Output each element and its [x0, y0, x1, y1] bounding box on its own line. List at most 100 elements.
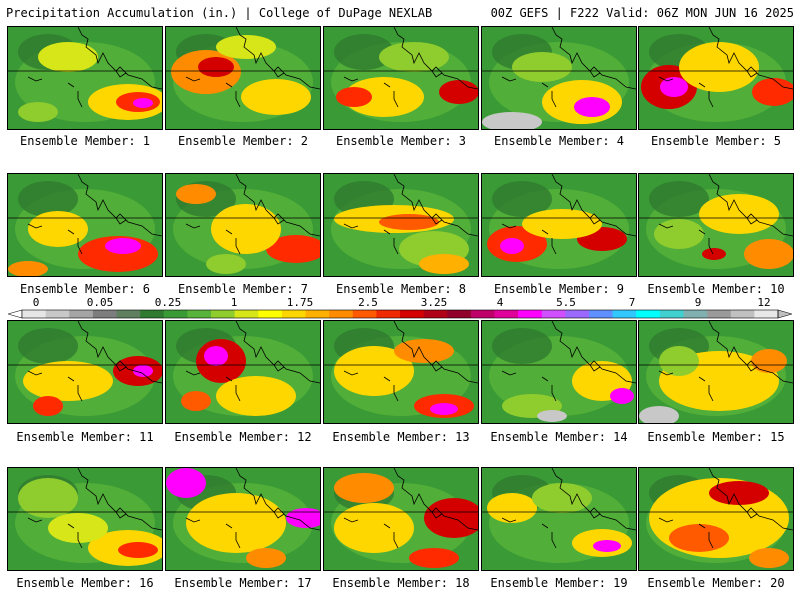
colorbar-swatch: [69, 310, 94, 318]
member-caption: Ensemble Member: 18: [332, 576, 470, 590]
colorbar-swatch: [447, 310, 472, 318]
coastline: [185, 27, 320, 108]
colorbar-swatch: [376, 310, 401, 318]
colorbar-tick-label: 5.5: [556, 296, 576, 309]
colorbar-swatch: [329, 310, 354, 318]
colorbar-tick-label: 0: [32, 296, 40, 309]
member-caption: Ensemble Member: 12: [174, 430, 312, 444]
ensemble-panel-18: [323, 467, 479, 571]
member-caption: Ensemble Member: 7: [177, 282, 309, 296]
ensemble-panel-6: [7, 173, 163, 277]
colorbar-tick-label: 0.25: [154, 296, 182, 309]
ensemble-panel-14: [481, 320, 637, 424]
colorbar-swatch: [163, 310, 188, 318]
ensemble-panel-11: [7, 320, 163, 424]
coastline: [343, 27, 478, 108]
coastline: [343, 468, 478, 549]
ensemble-panel-7: [165, 173, 321, 277]
member-caption: Ensemble Member: 4: [493, 134, 625, 148]
ensemble-panel-13: [323, 320, 479, 424]
ensemble-panel-19: [481, 467, 637, 571]
precip-field: [8, 468, 162, 570]
precip-field: [639, 321, 793, 423]
precip-field: [639, 27, 793, 129]
colorbar-swatch: [707, 310, 732, 318]
precip-field: [324, 468, 478, 570]
ensemble-panel-2: [165, 26, 321, 130]
coastline: [658, 27, 793, 108]
member-caption: Ensemble Member: 16: [16, 576, 154, 590]
ensemble-panel-16: [7, 467, 163, 571]
coastline: [501, 174, 636, 255]
precip-field: [324, 174, 478, 276]
precip-field: [324, 27, 478, 129]
ensemble-panel-3: [323, 26, 479, 130]
colorbar-min-arrow: [8, 309, 23, 319]
colorbar-swatch: [352, 310, 377, 318]
colorbar-tick-label: 2.5: [358, 296, 378, 309]
member-caption: Ensemble Member: 15: [647, 430, 785, 444]
colorbar-swatch: [211, 310, 235, 318]
precip-field: [8, 27, 162, 129]
colorbar-swatch: [494, 310, 519, 318]
ensemble-panel-20: [638, 467, 794, 571]
member-caption: Ensemble Member: 1: [19, 134, 151, 148]
precip-field: [8, 174, 162, 276]
ensemble-panel-15: [638, 320, 794, 424]
colorbar-swatch: [589, 310, 613, 318]
ensemble-panel-17: [165, 467, 321, 571]
colorbar-swatch: [470, 310, 495, 318]
member-caption: Ensemble Member: 17: [174, 576, 312, 590]
coastline: [658, 321, 793, 402]
colorbar-swatch: [730, 310, 755, 318]
colorbar-tick-label: 4: [496, 296, 504, 309]
model-valid-time: 00Z GEFS | F222 Valid: 06Z MON JUN 16 20…: [490, 6, 794, 20]
precip-field: [639, 468, 793, 570]
precip-field: [166, 174, 320, 276]
coastline: [185, 174, 320, 255]
colorbar-swatch: [423, 310, 448, 318]
colorbar-swatch: [116, 310, 141, 318]
coastline: [343, 321, 478, 402]
coastline: [185, 468, 320, 549]
precip-field: [8, 321, 162, 423]
precip-field: [482, 468, 636, 570]
member-caption: Ensemble Member: 19: [490, 576, 628, 590]
member-caption: Ensemble Member: 9: [493, 282, 625, 296]
colorbar-tick-label: 1: [230, 296, 238, 309]
colorbar-swatch: [92, 310, 117, 318]
colorbar-swatch: [22, 310, 46, 318]
colorbar-swatch: [187, 310, 212, 318]
precip-field: [482, 27, 636, 129]
ensemble-panel-1: [7, 26, 163, 130]
coastline: [343, 174, 478, 255]
ensemble-panel-10: [638, 173, 794, 277]
colorbar-tick-label: 1.75: [286, 296, 314, 309]
colorbar-swatch: [541, 310, 566, 318]
colorbar-tick-label: 9: [694, 296, 702, 309]
colorbar-swatch: [659, 310, 684, 318]
colorbar-swatch: [518, 310, 543, 318]
colorbar-swatch: [754, 310, 779, 318]
colorbar-swatch: [45, 310, 70, 318]
precip-field: [166, 27, 320, 129]
coastline: [658, 468, 793, 549]
coastline: [501, 321, 636, 402]
ensemble-panel-8: [323, 173, 479, 277]
coastline: [501, 27, 636, 108]
member-caption: Ensemble Member: 2: [177, 134, 309, 148]
member-caption: Ensemble Member: 11: [16, 430, 154, 444]
colorbar-tick-label: 12: [757, 296, 771, 309]
member-caption: Ensemble Member: 20: [647, 576, 785, 590]
member-caption: Ensemble Member: 5: [650, 134, 782, 148]
map-title: Precipitation Accumulation (in.) | Colle…: [6, 6, 433, 20]
ensemble-panel-12: [165, 320, 321, 424]
precip-field: [482, 321, 636, 423]
precip-field: [639, 174, 793, 276]
colorbar-tick-label: 3.25: [420, 296, 448, 309]
colorbar-swatch: [281, 310, 306, 318]
coastline: [27, 27, 162, 108]
coastline: [27, 321, 162, 402]
colorbar-swatch: [683, 310, 708, 318]
colorbar-swatch: [234, 310, 259, 318]
